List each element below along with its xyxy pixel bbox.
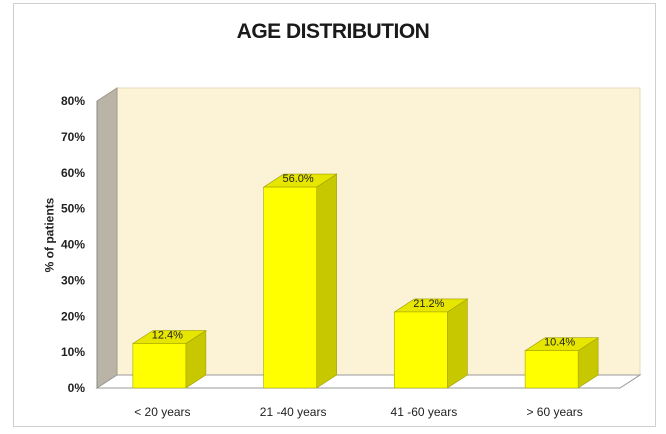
data-label: 21.2% (413, 298, 444, 310)
y-tick-label: 80% (61, 94, 85, 108)
plot-side-wall (96, 87, 118, 389)
bar (263, 186, 317, 389)
y-tick-label: 60% (61, 166, 85, 180)
x-tick-label: < 20 years (134, 405, 190, 419)
bar-side (447, 298, 468, 389)
y-tick-label: 70% (61, 130, 85, 144)
y-tick-label: 50% (61, 202, 85, 216)
x-tick-label: 41 -60 years (391, 405, 458, 419)
bar (524, 350, 579, 389)
bar-side (316, 173, 337, 389)
chart-title: AGE DISTRIBUTION (236, 20, 430, 43)
data-label: 12.4% (152, 330, 183, 342)
x-tick-label: > 60 years (526, 405, 582, 419)
data-label: 10.4% (544, 337, 575, 349)
x-tick-label: 21 -40 years (260, 405, 327, 419)
data-label: 56.0% (283, 173, 314, 185)
bar (394, 311, 448, 389)
y-tick-label: 0% (68, 381, 86, 395)
y-tick-label: 40% (61, 238, 85, 252)
y-axis-label: % of patients (41, 197, 56, 272)
y-tick-label: 30% (61, 273, 85, 287)
y-tick-label: 10% (61, 345, 85, 359)
bar (132, 343, 187, 389)
y-tick-label: 20% (61, 309, 85, 323)
